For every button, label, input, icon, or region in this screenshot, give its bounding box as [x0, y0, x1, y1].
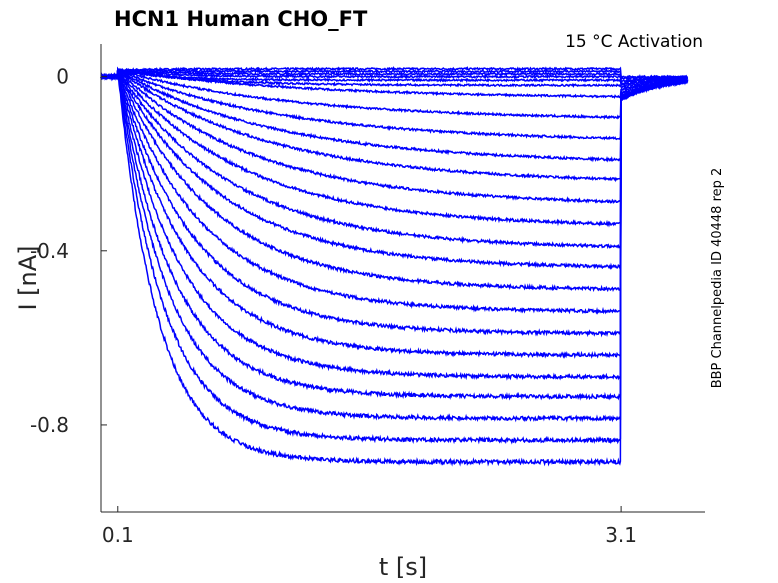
series-line [100, 66, 689, 143]
series-line [100, 69, 689, 315]
series-line [100, 69, 688, 381]
series-line [100, 68, 688, 183]
series-line [100, 67, 689, 81]
series-line [100, 69, 689, 88]
series-line [100, 69, 689, 467]
y-tick-label: 0 [56, 65, 69, 89]
series-line [100, 70, 689, 401]
x-axis-label: t [s] [379, 553, 427, 581]
series-line [100, 68, 689, 99]
series-line [100, 70, 688, 445]
series-line [100, 70, 688, 338]
side-label: BBP Channelpedia ID 40448 rep 2 [710, 168, 725, 389]
chart-title: HCN1 Human CHO_FT [114, 7, 368, 31]
traces [100, 66, 689, 467]
series-line [100, 68, 688, 85]
series-line [100, 69, 689, 293]
chart-annotation: 15 °C Activation [565, 32, 703, 52]
series-line [100, 67, 689, 204]
series-line [100, 67, 689, 163]
ticks: 0.1 3.1 0 -0.4 -0.8 [30, 65, 637, 547]
series-line [100, 69, 689, 359]
y-axis-label: I [nA] [14, 245, 42, 310]
series-line [100, 66, 688, 80]
y-tick-label: -0.4 [30, 239, 69, 263]
series-line [100, 66, 688, 84]
series-line [100, 67, 688, 228]
series-line [100, 67, 689, 120]
series-line [100, 70, 688, 423]
x-tick-label: 3.1 [605, 523, 637, 547]
x-tick-label: 0.1 [102, 523, 134, 547]
y-tick-label: -0.8 [30, 413, 69, 437]
series-line [100, 68, 689, 251]
series-line [100, 69, 688, 271]
